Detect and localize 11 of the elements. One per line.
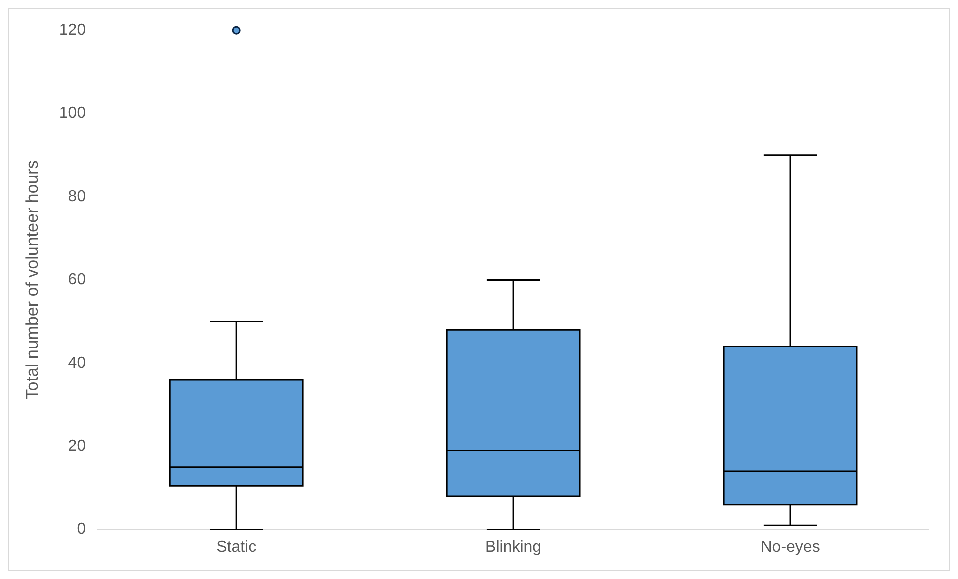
y-tick-label: 60 — [68, 272, 86, 289]
y-axis-title: Total number of volunteer hours — [22, 160, 42, 400]
x-tick-label: Blinking — [486, 538, 542, 556]
y-tick-label: 40 — [68, 354, 86, 372]
y-tick-label: 80 — [68, 188, 86, 206]
y-tick-label: 0 — [77, 521, 86, 538]
x-tick-label: No-eyes — [760, 538, 820, 556]
x-tick-label: Static — [216, 538, 257, 556]
y-tick-label: 20 — [68, 438, 86, 456]
y-tick-label: 100 — [59, 105, 86, 122]
y-tick-label: 120 — [59, 22, 86, 40]
